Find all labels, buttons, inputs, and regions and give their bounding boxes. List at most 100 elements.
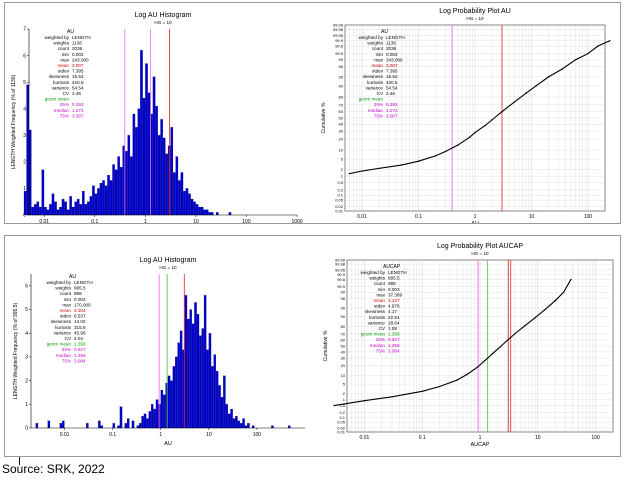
histogram-bar (175, 356, 178, 429)
data-point (417, 160, 420, 162)
histogram-bar (141, 416, 144, 429)
histogram-bar (223, 375, 226, 429)
y-tick-label: 99 (339, 57, 344, 62)
y-tick-label: 0.05 (335, 198, 344, 203)
y-tick-label: 99.98 (333, 27, 344, 32)
y-tick-label: 80 (341, 324, 346, 329)
stat-value: 420.5 (386, 80, 398, 85)
y-tick-label: 0.1 (339, 415, 345, 420)
stat-label: geom mean (359, 97, 384, 102)
histogram-bar (247, 423, 250, 429)
data-point (547, 76, 550, 78)
stat-label: min (378, 287, 386, 292)
histogram-bar (198, 206, 201, 216)
stat-label: skewness (365, 309, 386, 314)
histogram-bar (153, 408, 156, 429)
y-tick-label: 98 (341, 296, 346, 301)
histogram-bar (235, 416, 238, 429)
y-tick-label: 80 (339, 94, 344, 99)
stat-value: 1.358 (74, 342, 86, 347)
histogram-bar (66, 209, 70, 216)
stats-header: AU (67, 29, 74, 35)
stat-value: 1136 (386, 41, 396, 46)
histogram-bar (82, 190, 85, 216)
y-axis-label: Cumulative % (321, 102, 327, 133)
data-point (476, 366, 479, 368)
histogram-bar (199, 335, 202, 429)
histogram-bar (127, 418, 130, 429)
y-tick-label: 0.2 (337, 187, 343, 192)
histogram-bar (98, 420, 101, 429)
x-tick-label: 10 (535, 435, 541, 441)
stat-value: 3.084 (388, 348, 400, 353)
y-axis-label: LENGTH Weighted Frequency (% of 995.5) (13, 302, 19, 399)
histogram-bar (157, 135, 161, 216)
x-tick-label: 1000 (291, 219, 302, 223)
data-point (514, 333, 516, 335)
y-tick-label: 30 (339, 129, 344, 134)
x-tick-label: 10 (529, 214, 535, 220)
stat-label: max (374, 57, 383, 62)
histogram-bar (172, 366, 176, 429)
stat-value: 0.002 (72, 52, 84, 57)
stat-label: stdev (58, 69, 70, 74)
stat-value: 15.52 (386, 74, 398, 79)
data-point (506, 339, 509, 341)
histogram-bar (54, 201, 57, 216)
stat-value: 0.393 (386, 102, 398, 107)
y-tick-label: 2 (23, 160, 26, 166)
stat-label: max (376, 292, 385, 297)
histogram-bar (109, 180, 113, 216)
y-tick-label: 5 (25, 307, 28, 313)
histogram-bar (170, 380, 173, 429)
histogram-bar (100, 425, 103, 429)
x-tick-label: 0.1 (415, 214, 422, 220)
histogram-bar (23, 190, 27, 216)
stat-label: median (54, 108, 70, 113)
stat-label: geom mean (45, 97, 70, 102)
data-point (535, 85, 537, 87)
y-tick-label: 20 (339, 136, 344, 141)
histogram-bar (200, 206, 204, 216)
chart-title: Log Probability Plot AU (439, 8, 511, 15)
y-tick-label: 99.98 (335, 262, 346, 267)
data-point (491, 353, 493, 355)
source-tick-line (19, 457, 20, 465)
stat-label: weights (369, 276, 385, 281)
y-tick-label: 5 (343, 381, 346, 386)
x-tick-label: 0.1 (91, 219, 98, 223)
histogram-bar (218, 385, 221, 429)
histogram-bar (155, 105, 158, 216)
stat-value: 1136 (72, 41, 82, 46)
data-point (499, 346, 501, 348)
histogram-bar (187, 318, 190, 429)
stat-value: 3.007 (386, 113, 398, 118)
y-tick-label: 0.02 (337, 425, 346, 430)
y-axis-label: Cumulative % (323, 330, 329, 361)
stat-label: geom mean (47, 342, 72, 347)
stat-label: skewness (51, 319, 72, 324)
x-tick-label: 100 (591, 435, 600, 441)
stat-value: 0.003 (74, 297, 86, 302)
x-tick-label: 1 (474, 214, 477, 220)
data-point (434, 155, 437, 157)
histogram-bar (124, 423, 128, 429)
stat-label: 25% (374, 102, 383, 107)
stat-value: 2036 (72, 46, 83, 51)
stat-value: 2036 (386, 46, 397, 51)
histogram-bar (228, 212, 232, 216)
data-point (524, 324, 526, 327)
histogram-bar (152, 76, 156, 216)
histogram-bar (56, 209, 60, 216)
chart-title: Log AU Histogram (140, 257, 197, 264)
x-tick-label: 0.01 (60, 432, 70, 438)
y-tick-label: 98 (339, 64, 344, 69)
histogram-bar (173, 172, 176, 216)
data-point (438, 385, 441, 388)
histogram-bar (210, 212, 214, 216)
data-point (457, 144, 459, 146)
